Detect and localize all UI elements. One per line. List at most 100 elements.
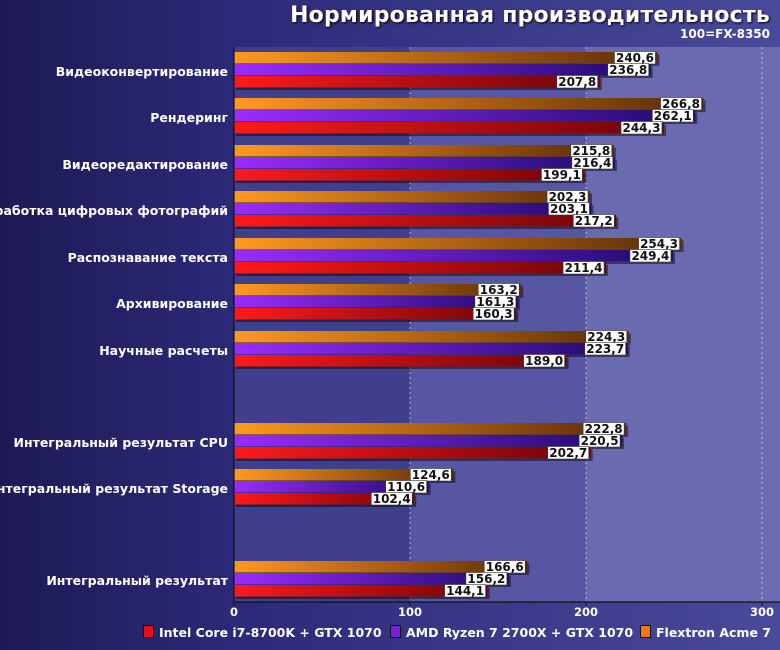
bar-intel — [234, 447, 591, 459]
data-label: 202,3 — [549, 190, 587, 204]
data-label: 160,3 — [475, 307, 513, 321]
bar-intel — [234, 122, 664, 134]
data-label-box — [465, 572, 508, 586]
bar-flextron — [234, 284, 522, 296]
chart-subtitle: 100=FX-8350 — [680, 27, 770, 41]
data-label-box — [571, 156, 614, 170]
data-label-box — [523, 354, 565, 368]
bar-amd — [234, 573, 509, 585]
bar-flextron — [234, 561, 528, 573]
bar-intel — [234, 215, 617, 227]
bar-flextron — [234, 98, 704, 110]
bar-flextron — [234, 423, 627, 435]
x-tick-label: 200 — [574, 605, 598, 619]
plot-band — [762, 47, 780, 602]
bar-intel — [234, 355, 567, 367]
data-label: 144,1 — [446, 584, 484, 598]
data-label: 240,6 — [616, 51, 654, 65]
bar-amd — [234, 157, 615, 169]
legend-label-amd: AMD Ryzen 7 2700X + GTX 1070 — [406, 625, 634, 640]
data-label: 254,3 — [640, 237, 678, 251]
data-label: 223,7 — [586, 342, 624, 356]
legend-item-flextron: Flextron Acme 7 — [640, 625, 771, 640]
bar-amd — [234, 250, 673, 262]
bar-flextron — [234, 238, 682, 250]
bar-intel — [234, 76, 600, 88]
data-label-box — [562, 261, 605, 275]
plot-band — [410, 47, 586, 602]
data-label: 220,5 — [581, 434, 619, 448]
bar-amd — [234, 296, 518, 308]
bar-intel — [234, 262, 607, 274]
legend-item-intel: Intel Core i7-8700K + GTX 1070 — [143, 625, 382, 640]
data-label-box — [572, 214, 615, 228]
legend-swatch-intel — [143, 625, 154, 638]
data-label-box — [548, 202, 590, 216]
x-tick-label: 300 — [750, 605, 774, 619]
data-label: 124,6 — [412, 468, 450, 482]
bar-amd — [234, 481, 429, 493]
data-label: 189,0 — [525, 354, 563, 368]
data-label: 249,4 — [631, 249, 669, 263]
category-label: Видеоконвертирование — [56, 64, 228, 79]
data-label-box — [541, 168, 583, 182]
data-label: 216,4 — [573, 156, 611, 170]
data-label: 262,1 — [654, 109, 692, 123]
data-label: 236,8 — [609, 63, 647, 77]
bar-amd — [234, 110, 696, 122]
bar-flextron — [234, 191, 591, 203]
data-label-box — [629, 249, 672, 263]
category-label: Интегральный результат Storage — [0, 481, 228, 496]
data-label-box — [547, 446, 590, 460]
bar-intel — [234, 308, 517, 320]
x-tick-label: 100 — [398, 605, 422, 619]
legend-label-flextron: Flextron Acme 7 — [656, 625, 771, 640]
data-label: 224,3 — [587, 330, 625, 344]
category-label: Архивирование — [116, 296, 228, 311]
category-label: Обработка цифровых фотографий — [0, 203, 228, 218]
data-label-box — [370, 492, 413, 506]
data-label: 199,1 — [543, 168, 581, 182]
category-label: Видеоредактирование — [62, 157, 228, 172]
data-label-box — [578, 434, 621, 448]
data-label: 110,6 — [387, 480, 425, 494]
category-label: Рендеринг — [150, 110, 228, 125]
legend-swatch-flextron — [640, 625, 651, 638]
data-label: 215,8 — [572, 144, 610, 158]
data-label: 266,8 — [662, 97, 700, 111]
data-label: 217,2 — [575, 214, 613, 228]
data-label: 102,4 — [373, 492, 411, 506]
legend: Intel Core i7-8700K + GTX 1070 AMD Ryzen… — [0, 620, 780, 650]
data-label-box — [620, 121, 663, 135]
data-label: 202,7 — [549, 446, 587, 460]
bar-amd — [234, 64, 651, 76]
data-label: 207,8 — [558, 75, 596, 89]
data-label-box — [584, 342, 627, 356]
bar-flextron — [234, 145, 614, 157]
data-label: 156,2 — [467, 572, 505, 586]
data-label-box — [651, 109, 694, 123]
bar-amd — [234, 343, 628, 355]
bar-intel — [234, 585, 488, 597]
data-label: 163,2 — [480, 283, 518, 297]
category-label: Научные расчеты — [99, 343, 228, 358]
x-tick-label: 0 — [230, 605, 238, 619]
chart-title: Нормированная производительность — [290, 3, 770, 28]
data-label: 222,8 — [585, 422, 623, 436]
data-label-box — [472, 307, 515, 321]
data-label: 211,4 — [565, 261, 603, 275]
bar-intel — [234, 493, 415, 505]
data-label: 244,3 — [622, 121, 660, 135]
legend-label-intel: Intel Core i7-8700K + GTX 1070 — [159, 625, 382, 640]
bar-intel — [234, 169, 585, 181]
legend-swatch-amd — [390, 625, 401, 638]
legend-item-amd: AMD Ryzen 7 2700X + GTX 1070 — [390, 625, 633, 640]
data-label: 166,6 — [486, 560, 524, 574]
plot-band — [234, 47, 410, 602]
data-label-box — [409, 468, 452, 482]
category-label: Интегральный результат CPU — [13, 435, 228, 450]
category-label: Распознавание текста — [68, 250, 228, 265]
bar-amd — [234, 435, 623, 447]
